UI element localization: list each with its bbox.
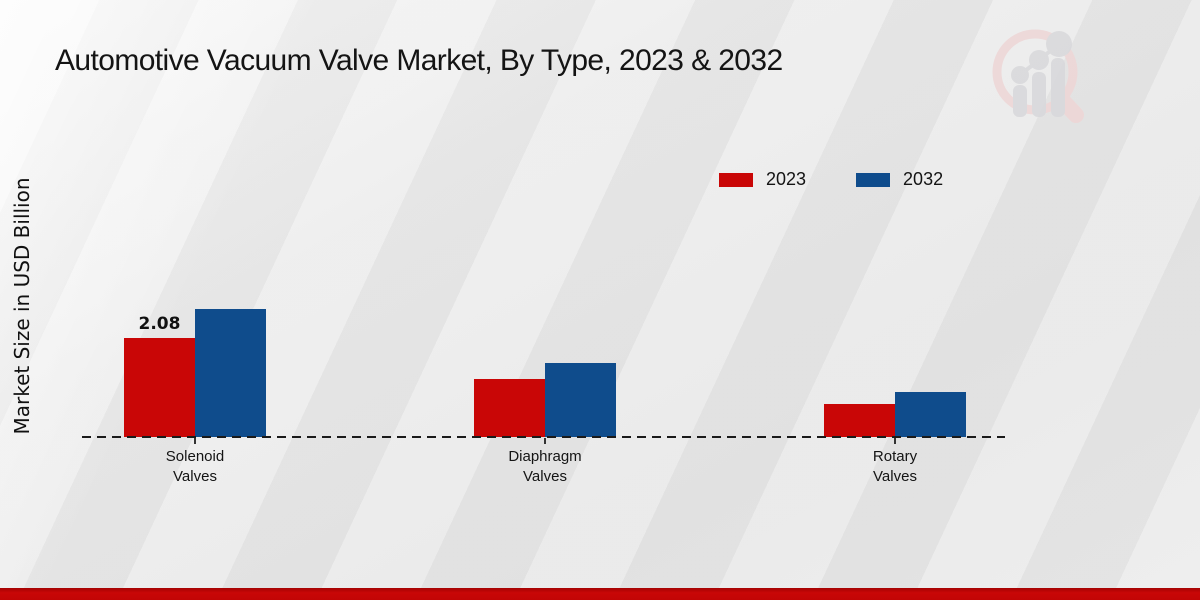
category-label-diaphragm-valves: Diaphragm Valves (508, 448, 582, 486)
x-axis-tick-solenoid-valves (194, 438, 196, 444)
category-label-rotary-valves: Rotary Valves (872, 448, 918, 486)
bar-value-label-2023: 2.08 (138, 314, 181, 334)
legend-swatch-2032 (856, 172, 891, 187)
legend-item-2032[interactable]: 2032 (856, 169, 943, 190)
x-axis-baseline (82, 436, 1005, 438)
legend-swatch-2023 (719, 172, 753, 187)
bar-2023-diaphragm-valves (474, 379, 545, 437)
bar-2032-solenoid-valves (195, 309, 266, 437)
legend-item-2023[interactable]: 2023 (719, 169, 806, 190)
chart-title: Automotive Vacuum Valve Market, By Type,… (55, 44, 783, 77)
legend-label: 2023 (766, 169, 807, 189)
x-axis-tick-rotary-valves (894, 438, 896, 444)
x-axis-tick-diaphragm-valves (544, 438, 546, 444)
magnifier-bar-chart-logo-icon (992, 29, 1084, 123)
bar-2032-rotary-valves (895, 392, 966, 437)
footer-red-bar (0, 588, 1200, 600)
legend-label: 2032 (903, 169, 944, 189)
bar-2023-rotary-valves (824, 404, 895, 437)
category-label-solenoid-valves: Solenoid Valves (165, 448, 225, 486)
bar-2023-solenoid-valves (124, 338, 195, 437)
bar-2032-diaphragm-valves (545, 363, 616, 437)
legend: 2023 2032 (719, 169, 943, 190)
